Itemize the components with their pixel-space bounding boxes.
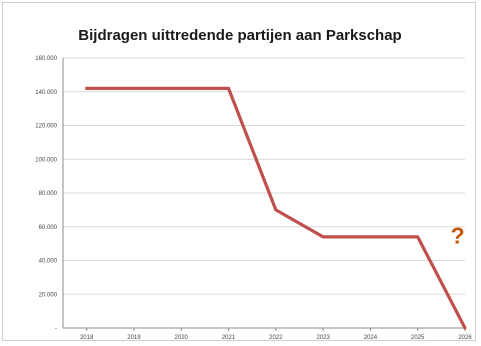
x-tick-label: 2025: [411, 335, 425, 341]
chart-title: Bijdragen uittredende partijen aan Parks…: [78, 27, 401, 44]
annotations: ?: [451, 223, 465, 249]
y-axis-ticks: - 20.000 40.000 60.000 80.000 100.000 120.000 1…: [35, 56, 57, 332]
x-tick-label: 2024: [364, 335, 378, 341]
chart-frame: Bijdragen uittredende partijen aan Parks…: [2, 2, 476, 341]
question-mark-annotation: ?: [451, 223, 465, 249]
axes: [62, 58, 466, 331]
y-tick-label: 160.000: [35, 56, 57, 62]
y-tick-label: 140.000: [35, 90, 57, 96]
y-tick-label: 20.000: [39, 292, 58, 298]
x-tick-label: 2018: [80, 335, 94, 341]
y-tick-label: 40.000: [39, 259, 58, 265]
series-layer: [85, 86, 467, 330]
x-tick-label: 2022: [269, 335, 283, 341]
x-tick-label: 2021: [222, 335, 236, 341]
x-tick-label: 2019: [127, 335, 141, 341]
y-tick-label: 100.000: [35, 157, 57, 163]
series-line: [85, 86, 467, 330]
x-axis-ticks: 2018 2019 2020 2021 2022 2023 2024 2025 2026: [80, 335, 472, 341]
x-tick-label: 2023: [316, 335, 330, 341]
gridlines: [63, 57, 465, 295]
y-tick-label: -: [55, 326, 57, 332]
x-tick-label: 2020: [175, 335, 189, 341]
y-tick-label: 60.000: [39, 225, 58, 231]
y-tick-label: 80.000: [39, 191, 58, 197]
line-chart: Bijdragen uittredende partijen aan Parks…: [35, 27, 472, 341]
x-tick-label: 2026: [458, 335, 472, 341]
y-tick-label: 120.000: [35, 124, 57, 130]
